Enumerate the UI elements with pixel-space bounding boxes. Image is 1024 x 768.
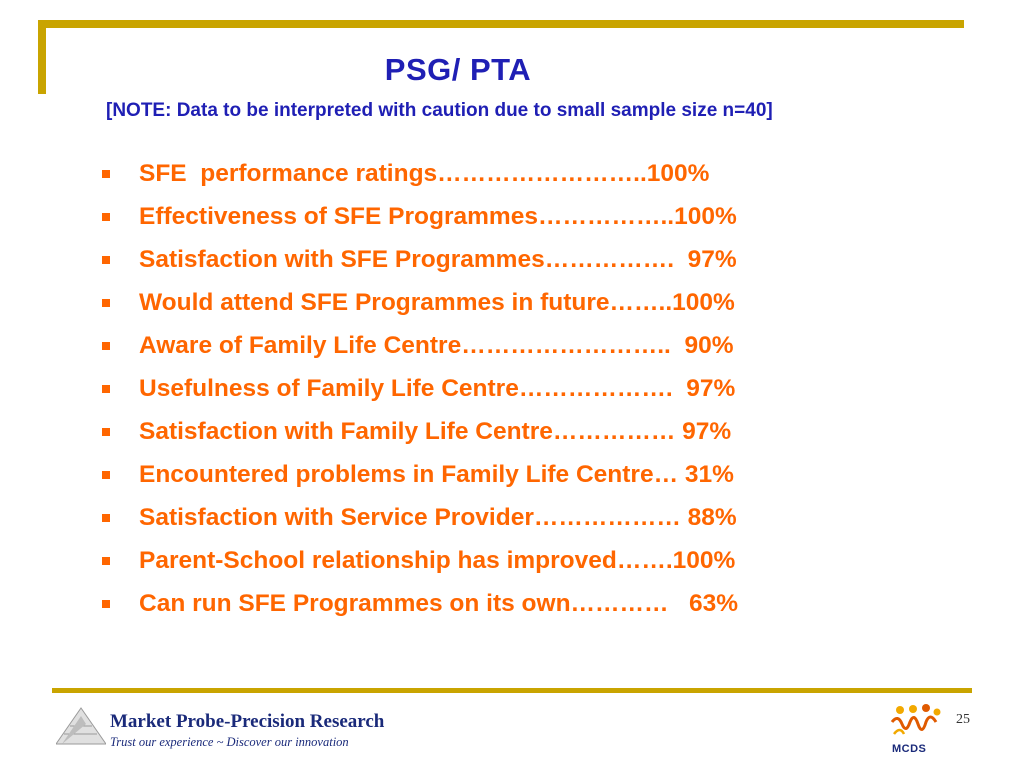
slide-title: PSG/ PTA [384, 52, 532, 87]
company-tagline: Trust our experience ~ Discover our inno… [110, 735, 349, 749]
list-item: Satisfaction with SFE Programmes……………. 9… [102, 238, 738, 281]
list-item-text: Can run SFE Programmes on its own………… 63… [139, 589, 738, 617]
bullet-icon [102, 341, 110, 350]
list-item: Encountered problems in Family Life Cent… [102, 453, 738, 496]
list-item: Would attend SFE Programmes in future…….… [102, 281, 738, 324]
list-item-text: Aware of Family Life Centre…………………….. 90… [139, 331, 734, 359]
mcds-logo [890, 704, 941, 735]
bullet-icon [102, 255, 110, 264]
results-list: SFE performance ratings……………………..100% Ef… [102, 152, 738, 625]
list-item-text: SFE performance ratings……………………..100% [139, 159, 710, 187]
list-item: Parent-School relationship has improved…… [102, 539, 738, 582]
company-name: Market Probe-Precision Research [110, 711, 385, 732]
company-logo [56, 707, 106, 745]
list-item: Satisfaction with Service Provider………………… [102, 496, 738, 539]
list-item: Satisfaction with Family Life Centre…………… [102, 410, 738, 453]
bullet-icon [102, 384, 110, 393]
bullet-icon [102, 599, 110, 608]
list-item: Aware of Family Life Centre…………………….. 90… [102, 324, 738, 367]
bullet-icon [102, 556, 110, 565]
bullet-icon [102, 513, 110, 522]
mcds-logo-text: MCDS [892, 743, 927, 755]
list-item-text: Satisfaction with SFE Programmes……………. 9… [139, 245, 737, 273]
page-number: 25 [956, 712, 970, 727]
bullet-icon [102, 212, 110, 221]
bullet-icon [102, 169, 110, 178]
list-item-text: Would attend SFE Programmes in future…….… [139, 288, 735, 316]
list-item-text: Effectiveness of SFE Programmes……………..10… [139, 202, 737, 230]
footer-divider [52, 688, 972, 693]
list-item: Usefulness of Family Life Centre………………. … [102, 367, 738, 410]
list-item-text: Satisfaction with Service Provider………………… [139, 503, 737, 531]
list-item: Can run SFE Programmes on its own………… 63… [102, 582, 738, 625]
list-item-text: Encountered problems in Family Life Cent… [139, 460, 734, 488]
header-frame-top [38, 20, 964, 28]
bullet-icon [102, 427, 110, 436]
header-frame-left [38, 20, 46, 94]
sample-size-note: [NOTE: Data to be interpreted with cauti… [106, 100, 773, 121]
list-item: Effectiveness of SFE Programmes……………..10… [102, 195, 738, 238]
list-item: SFE performance ratings……………………..100% [102, 152, 738, 195]
list-item-text: Satisfaction with Family Life Centre…………… [139, 417, 732, 445]
bullet-icon [102, 470, 110, 479]
list-item-text: Usefulness of Family Life Centre………………. … [139, 374, 736, 402]
list-item-text: Parent-School relationship has improved…… [139, 546, 736, 574]
bullet-icon [102, 298, 110, 307]
